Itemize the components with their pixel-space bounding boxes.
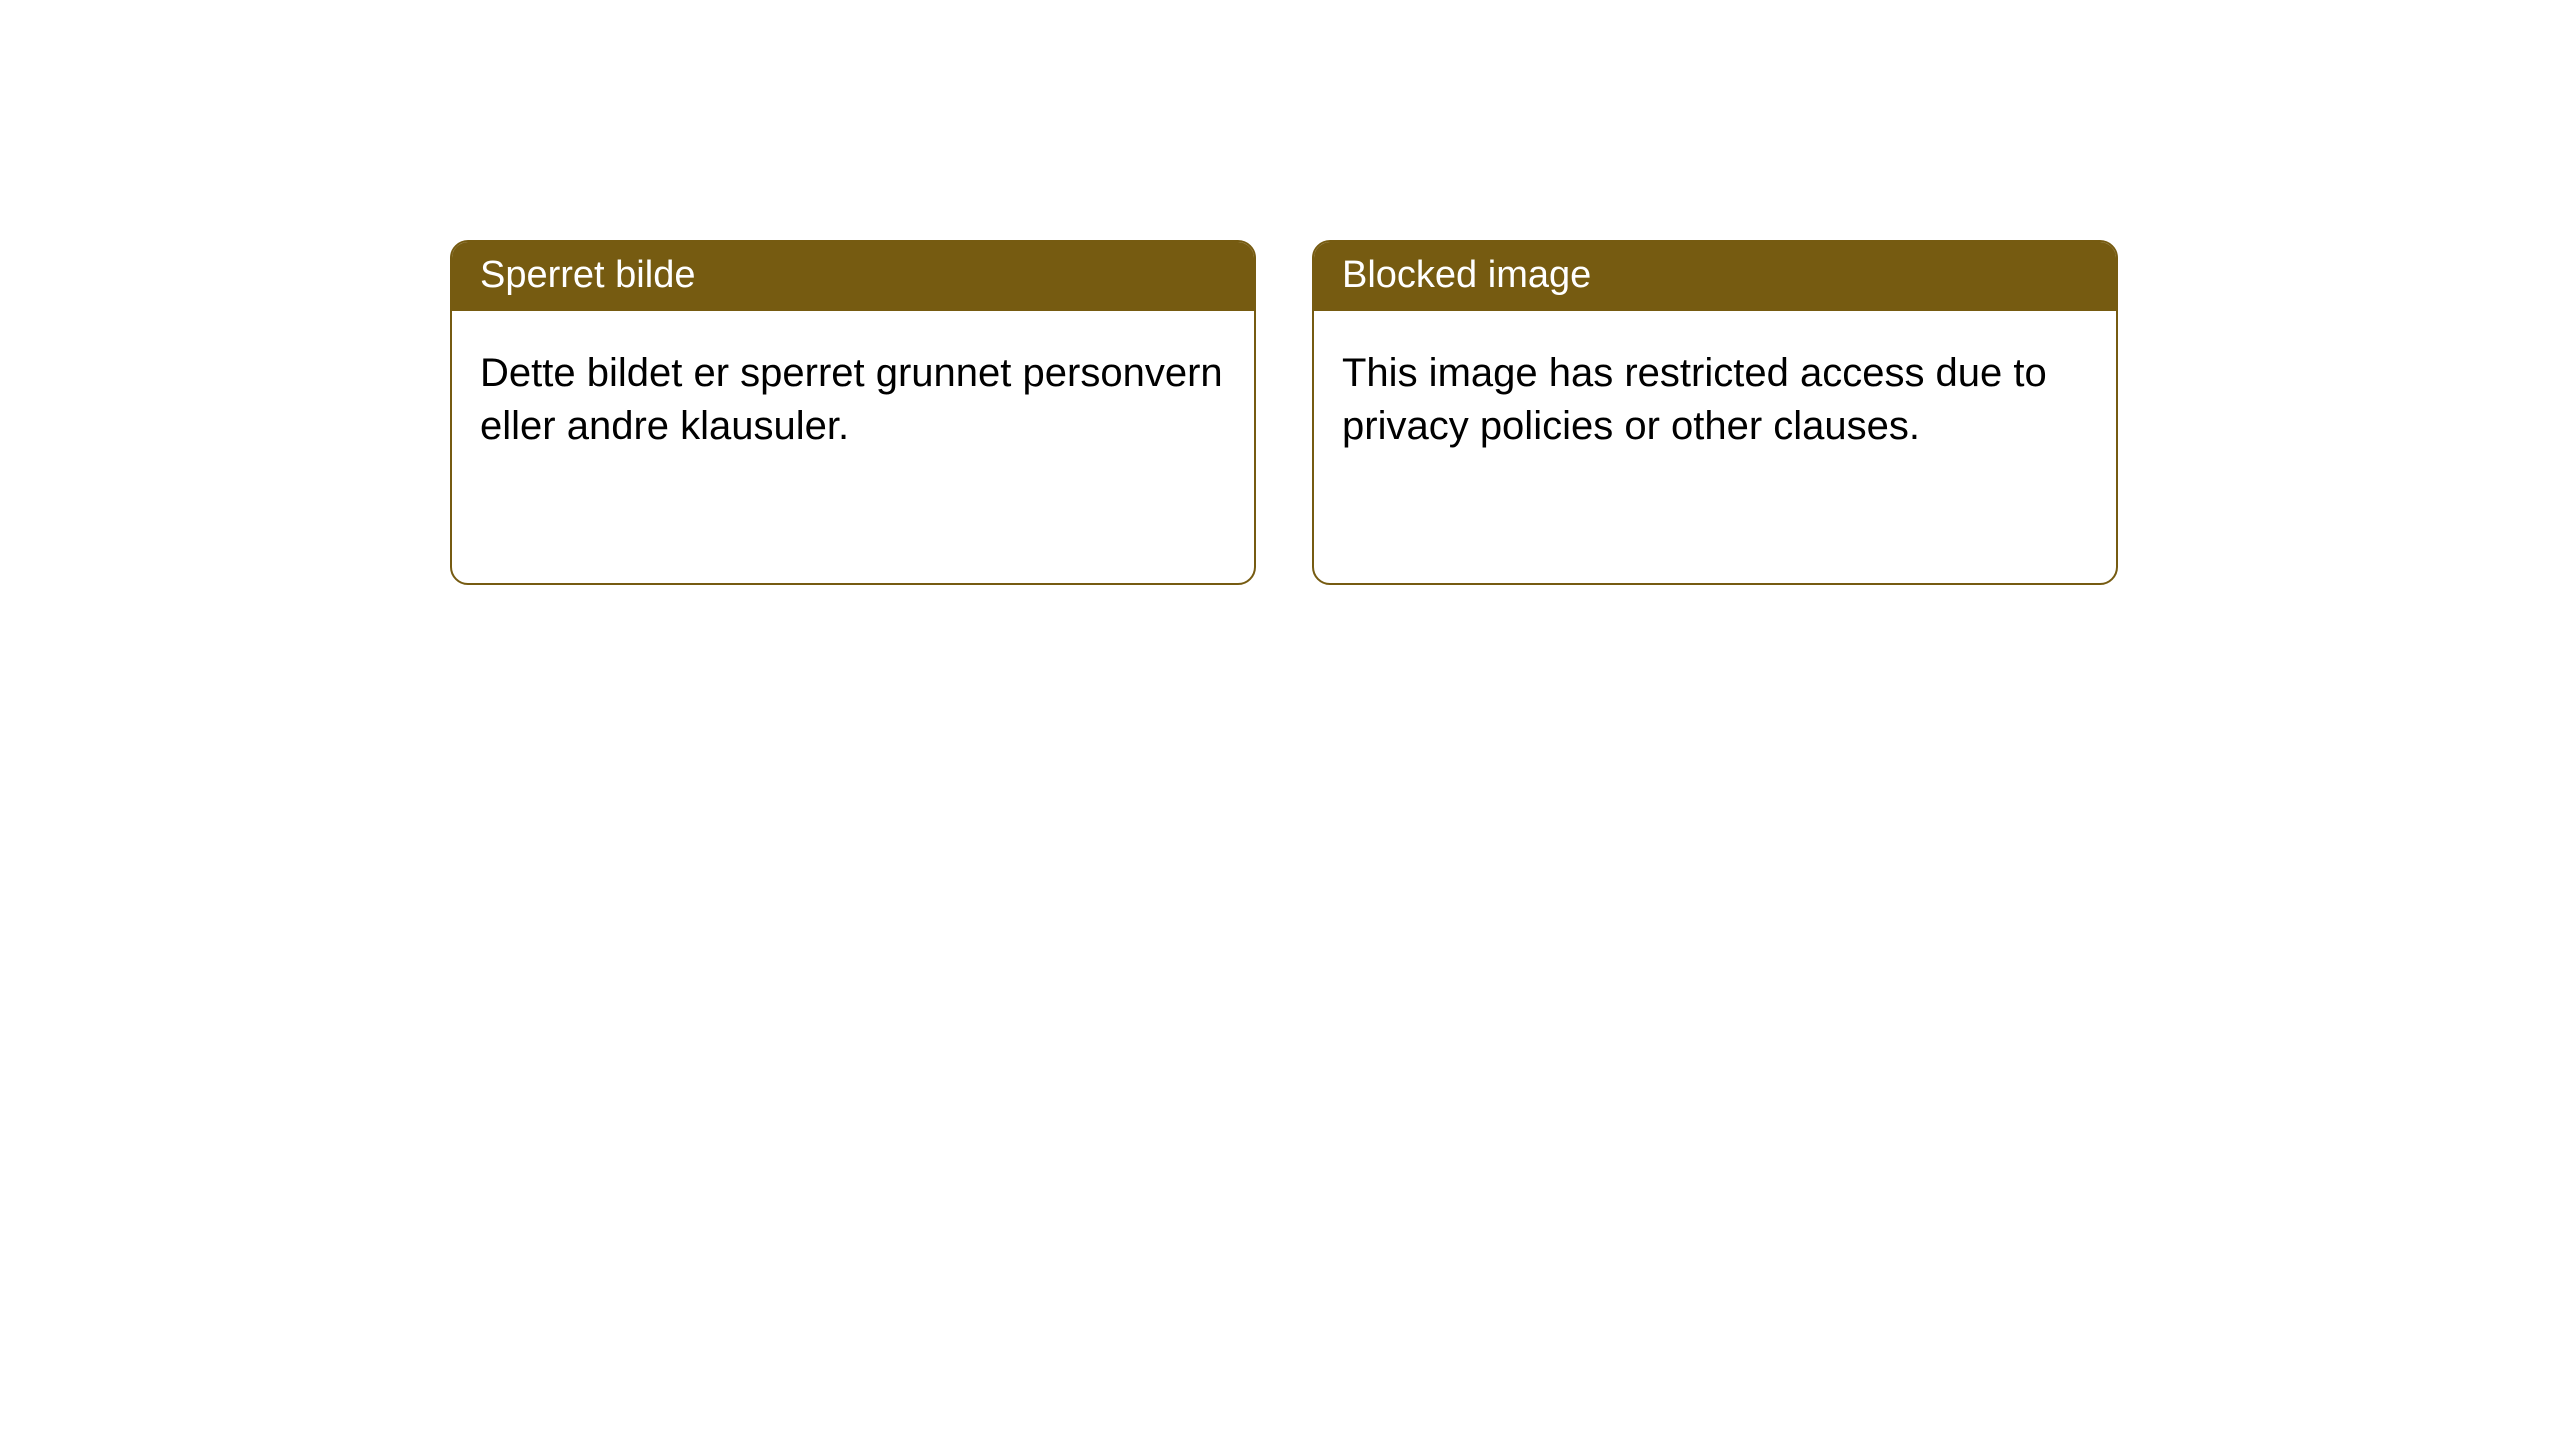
notice-card-body: Dette bildet er sperret grunnet personve… bbox=[452, 311, 1254, 583]
notice-card-body: This image has restricted access due to … bbox=[1314, 311, 2116, 583]
notice-card-title: Sperret bilde bbox=[452, 242, 1254, 311]
notice-card-title: Blocked image bbox=[1314, 242, 2116, 311]
notice-card-no: Sperret bilde Dette bildet er sperret gr… bbox=[450, 240, 1256, 585]
notice-cards-container: Sperret bilde Dette bildet er sperret gr… bbox=[0, 0, 2560, 585]
notice-card-en: Blocked image This image has restricted … bbox=[1312, 240, 2118, 585]
